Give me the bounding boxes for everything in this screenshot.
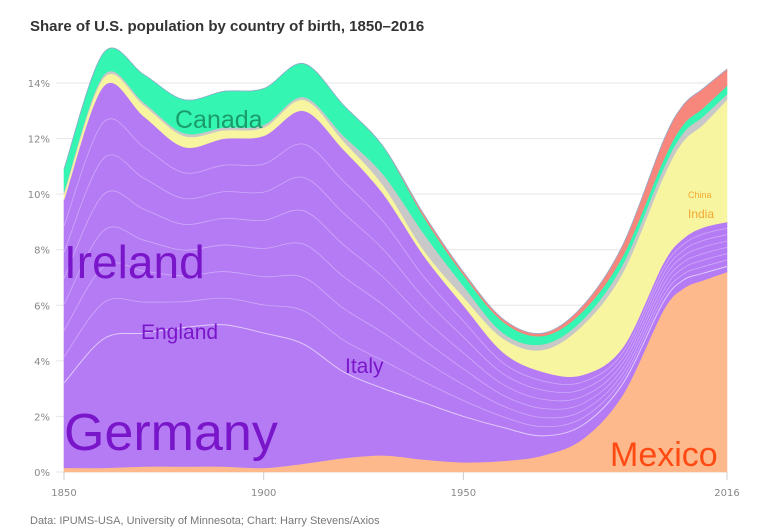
y-tick-label: 14% [28, 79, 50, 90]
y-tick-label: 6% [34, 301, 50, 312]
country-boundary-line [63, 154, 728, 394]
label-england: England [141, 321, 218, 344]
top-outline [63, 47, 728, 334]
y-tick-label: 2% [34, 412, 50, 423]
chart-title: Share of U.S. population by country of b… [30, 18, 425, 35]
y-tick-label: 10% [28, 190, 50, 201]
label-ireland: Ireland [64, 236, 205, 288]
x-tick-label: 1950 [451, 488, 476, 499]
label-canada: Canada [175, 106, 263, 134]
y-tick-label: 12% [28, 135, 50, 146]
x-tick-label: 1900 [251, 488, 276, 499]
country-boundary-line [63, 118, 728, 385]
y-tick-label: 0% [34, 468, 50, 479]
source-note: Data: IPUMS-USA, University of Minnesota… [30, 515, 380, 527]
label-india: India [688, 207, 714, 221]
label-mexico: Mexico [610, 436, 718, 474]
y-tick-label: 8% [34, 246, 50, 257]
country-boundary-line [63, 253, 728, 419]
y-tick-label: 4% [34, 357, 50, 368]
country-boundary-line [63, 259, 728, 428]
label-germany: Germany [64, 404, 278, 462]
label-china: China [688, 190, 712, 200]
x-tick-label: 1850 [51, 488, 76, 499]
label-italy: Italy [345, 355, 384, 378]
germany-boundary-line [63, 265, 728, 437]
country-boundary-line [63, 226, 728, 410]
country-boundary-line [63, 190, 728, 402]
x-tick-label: 2016 [714, 488, 739, 499]
